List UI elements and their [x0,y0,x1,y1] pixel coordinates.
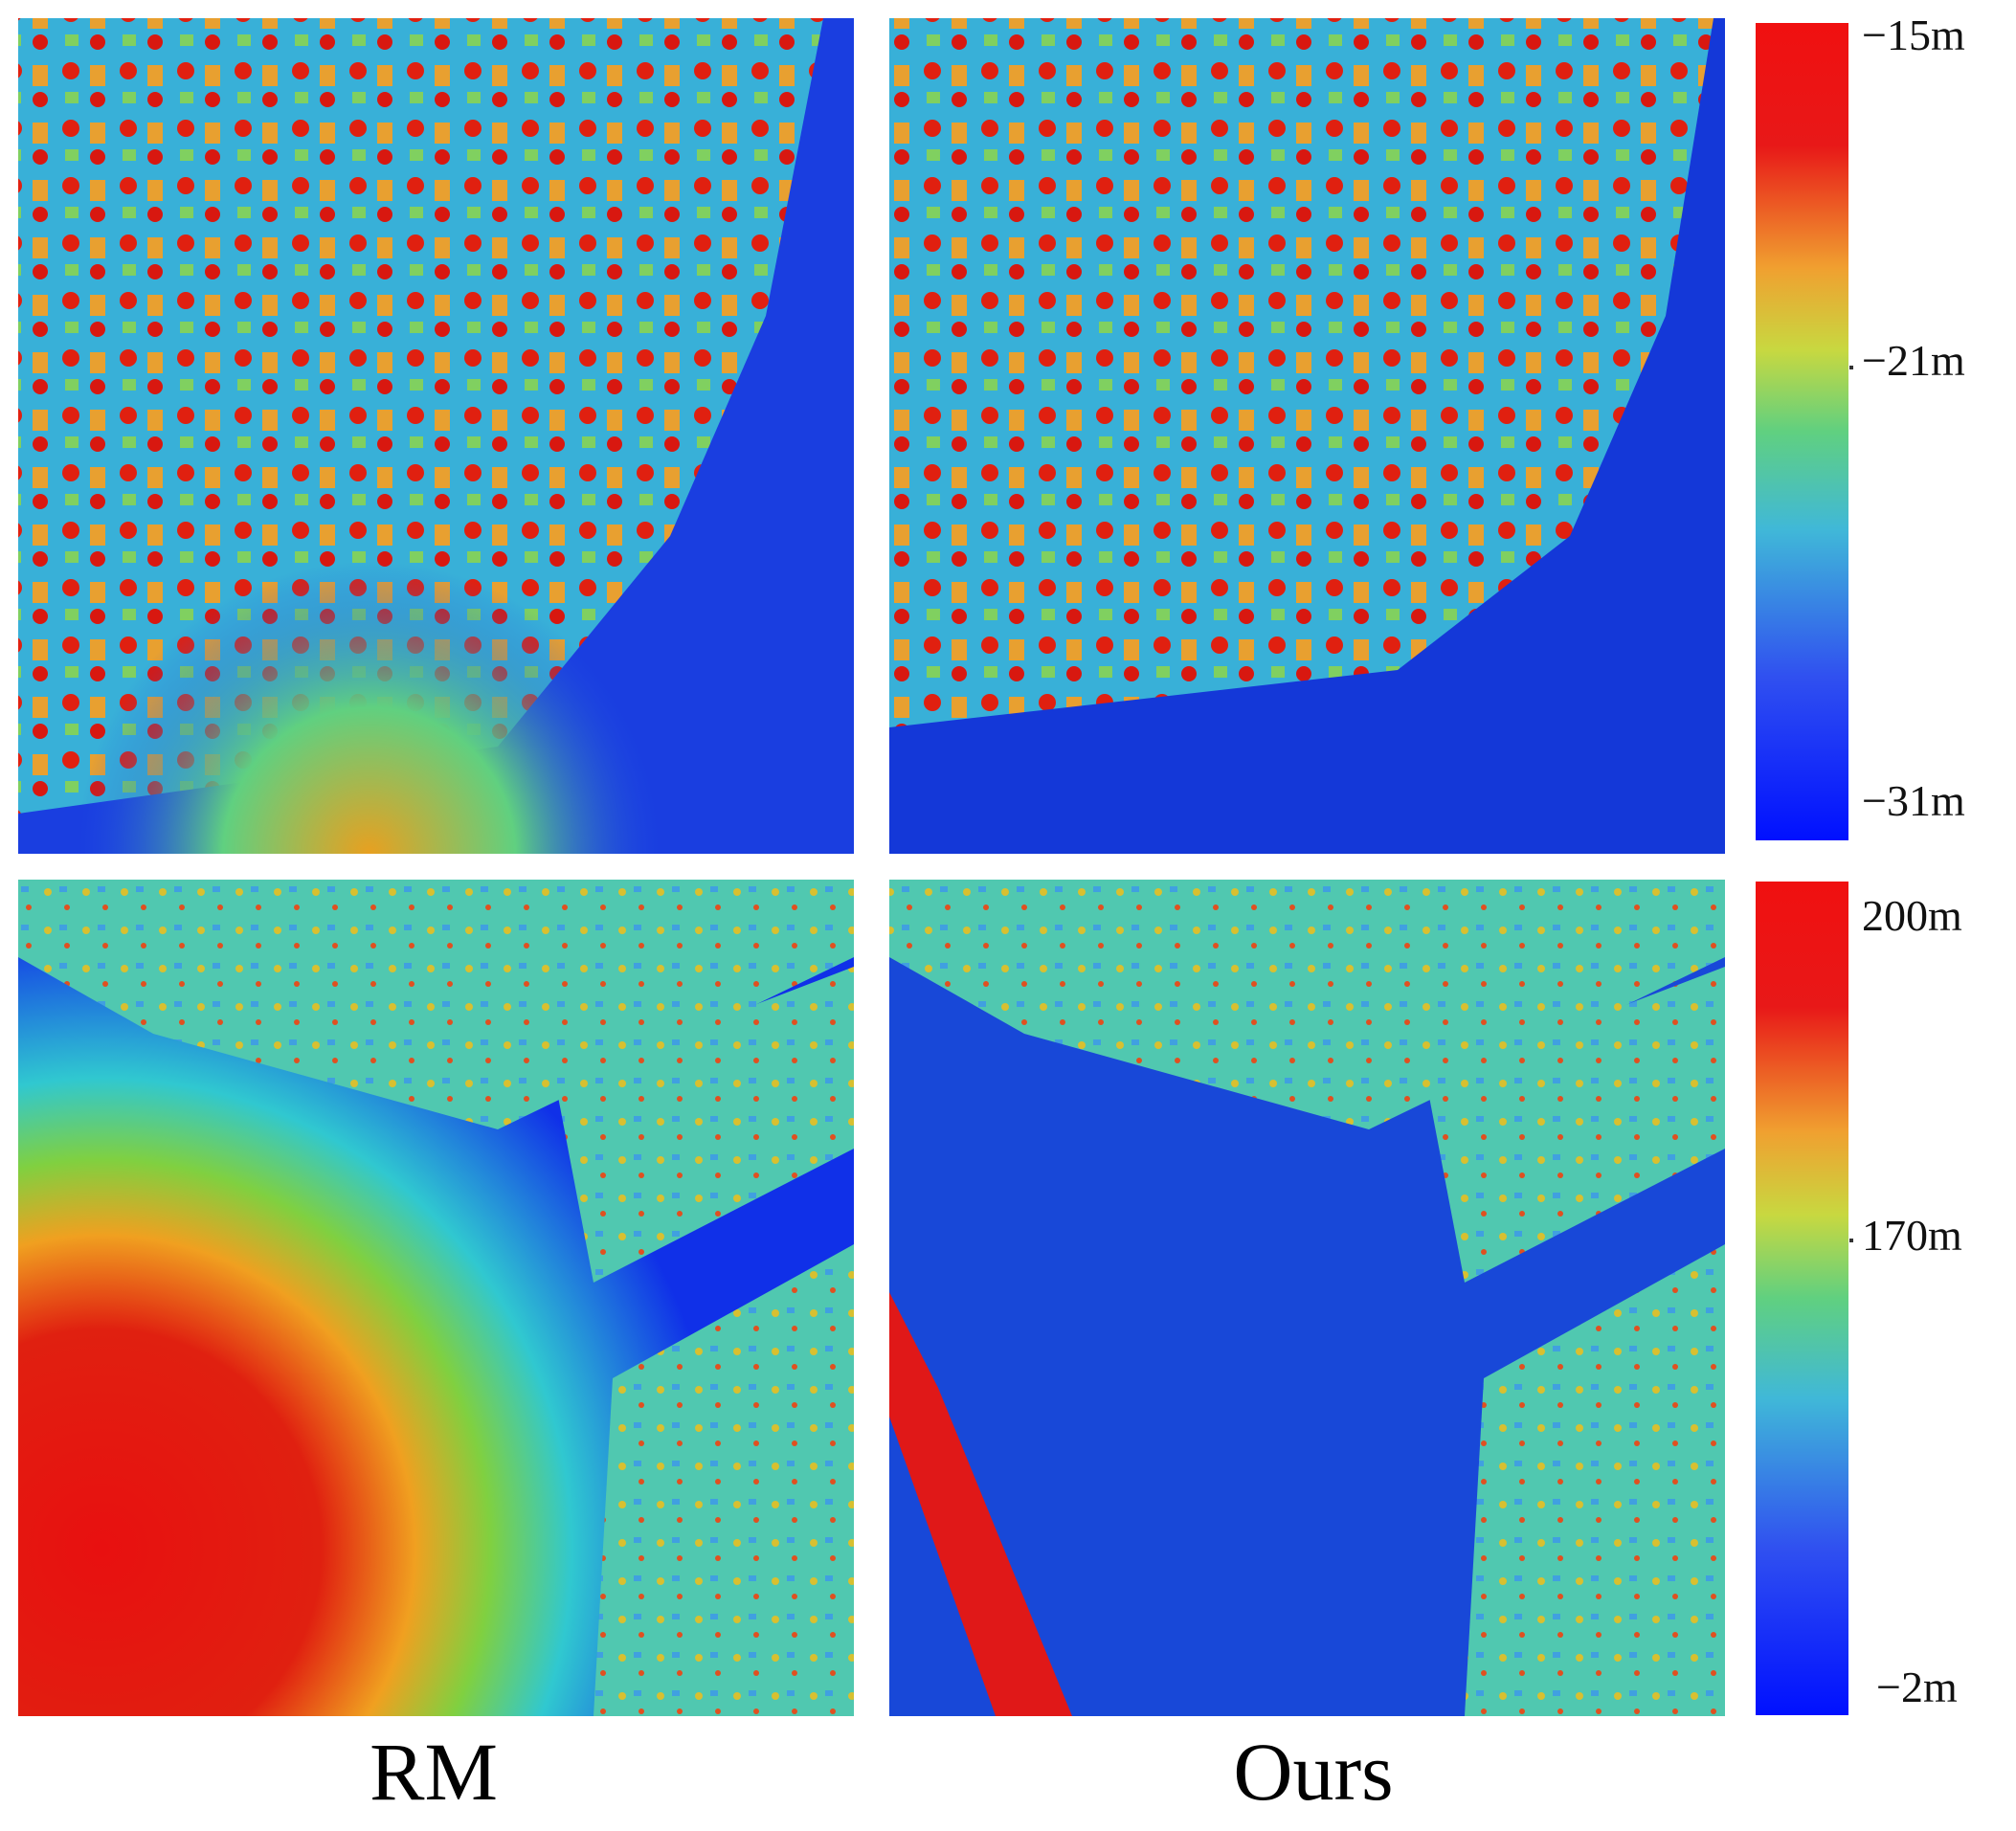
panel-ours-bottom [889,880,1725,1716]
tick [1849,366,1853,369]
colorbar-label: 170m [1862,1211,1962,1260]
panel-rm-top [18,18,854,854]
colorbar [1756,23,1848,840]
caption: RM [370,1726,498,1818]
colorbar [1756,882,1848,1715]
colorbar-label: −31m [1862,776,1965,825]
panel-ours-top [889,18,1725,854]
tick [1849,1239,1853,1242]
colorbar-label: −21m [1862,336,1965,385]
colorbar-label: 200m [1862,891,1962,940]
caption: Ours [1233,1726,1393,1818]
colorbar-label: −15m [1862,11,1965,59]
colorbar-label: −2m [1876,1663,1958,1711]
panel-rm-bottom [18,880,854,1716]
